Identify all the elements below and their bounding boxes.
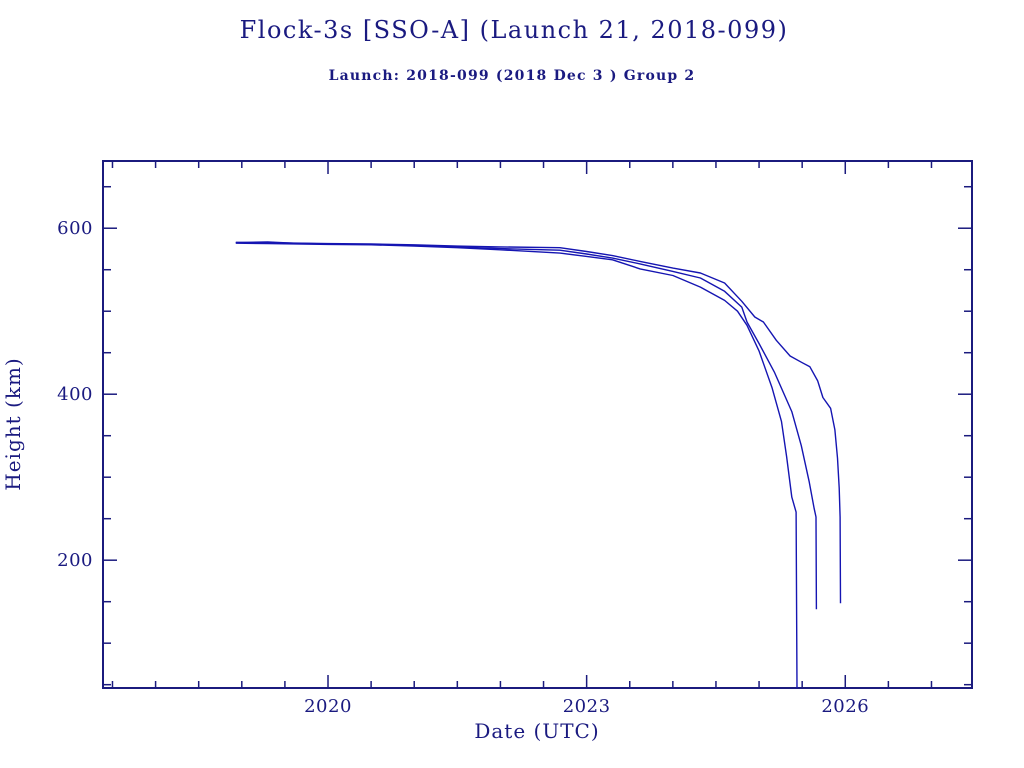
decay-curve-satellite-2-middle-decay [235,241,818,610]
x-axis-label: Date (UTC) [474,719,599,743]
y-tick-label: 600 [57,218,93,239]
chart-subtitle: Launch: 2018-099 (2018 Dec 3 ) Group 2 [329,68,696,84]
curves-group [235,241,842,689]
decay-curve-satellite-3-first-decay [235,242,798,689]
y-tick-label: 200 [57,550,93,571]
chart-title: Flock-3s [SSO-A] (Launch 21, 2018-099) [240,16,789,44]
tick-labels-group: 2020 2023 2026 200 400 600 [57,218,869,717]
x-tick-label: 2023 [563,696,611,717]
plot-frame [102,160,973,689]
axes-group [102,160,973,689]
x-tick-label: 2026 [821,696,869,717]
ticks-group [103,161,972,688]
y-tick-label: 400 [57,384,93,405]
y-axis-label: Height (km) [1,357,25,490]
decay-curve-satellite-1-last-decay [235,241,842,604]
x-tick-label: 2020 [304,696,352,717]
